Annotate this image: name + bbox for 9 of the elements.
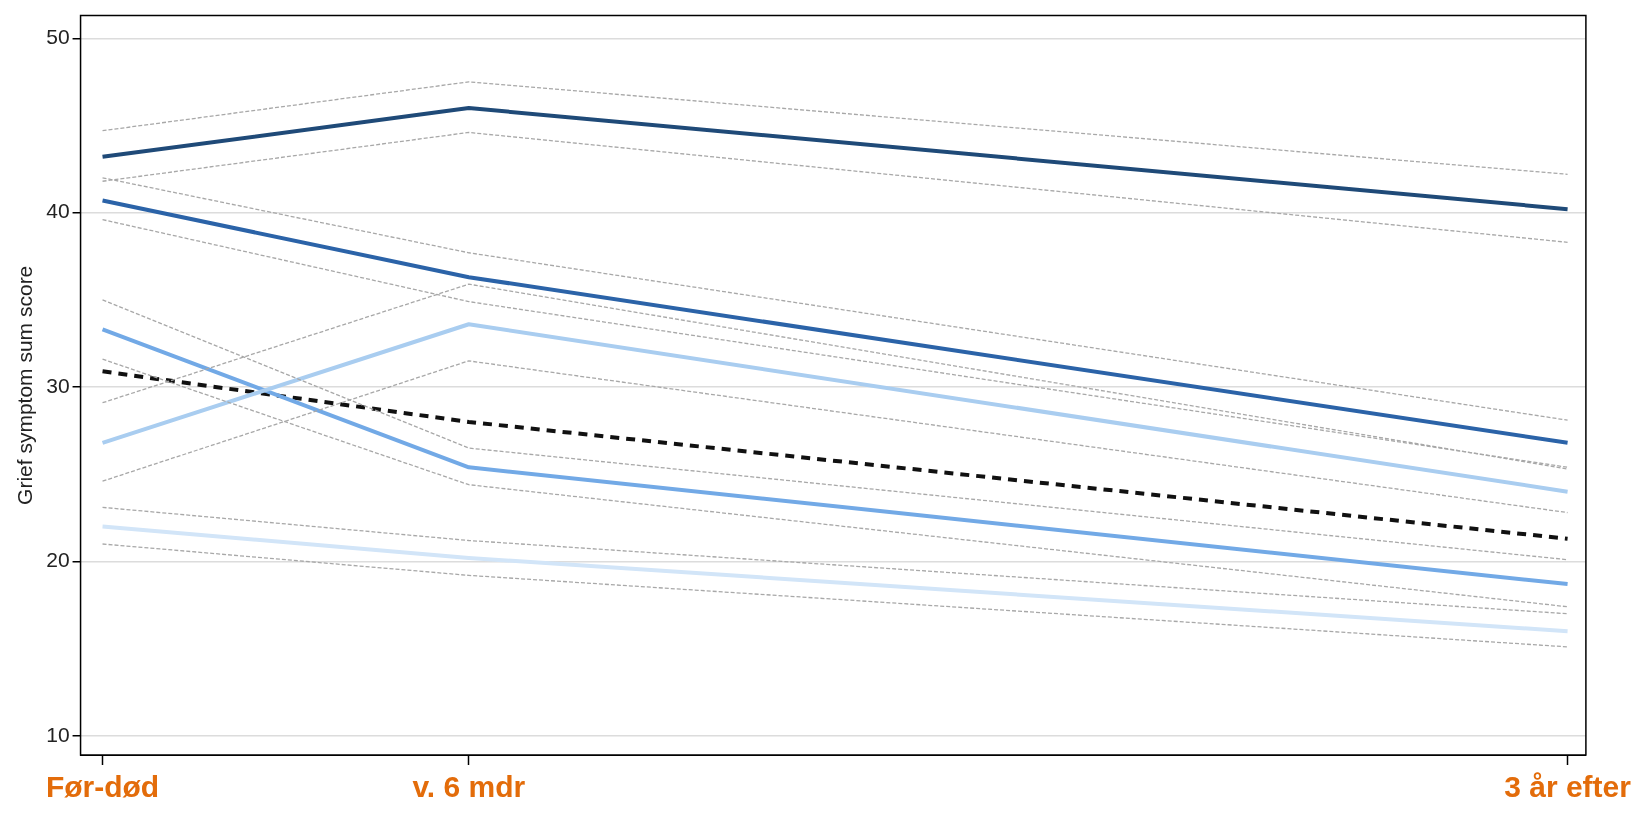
y-axis-title: Grief symptom sum score xyxy=(13,265,37,505)
y-tick-label: 40 xyxy=(46,199,70,223)
x-tick-label: Før-død xyxy=(45,770,160,804)
y-tick-label: 10 xyxy=(46,722,70,746)
y-tick-label: 50 xyxy=(46,25,70,49)
y-tick-label: 30 xyxy=(46,373,70,397)
x-tick-label: 3 år efter xyxy=(1504,770,1632,804)
y-tick-label: 20 xyxy=(46,548,70,572)
x-tick-label: v. 6 mdr xyxy=(412,770,526,804)
